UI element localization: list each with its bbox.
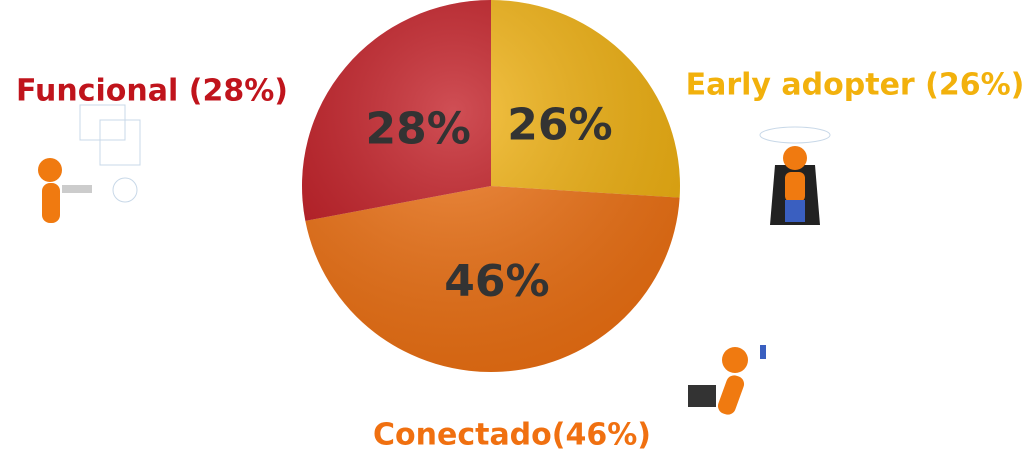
page: Funcional (28%) Early adopter (26%) Cone… bbox=[0, 0, 1032, 456]
data-label: 46% bbox=[444, 256, 549, 307]
category-label: Conectado(46%) bbox=[373, 418, 651, 453]
icon-conectado bbox=[688, 345, 766, 417]
category-label: Early adopter (26%) bbox=[686, 68, 1025, 103]
data-label: 28% bbox=[366, 104, 471, 155]
icon-early bbox=[760, 127, 830, 225]
chart: Funcional (28%) Early adopter (26%) Cone… bbox=[0, 0, 1032, 456]
data-label: 26% bbox=[507, 99, 612, 150]
icon-funcional bbox=[38, 105, 140, 223]
category-label: Funcional (28%) bbox=[16, 74, 288, 109]
pie bbox=[302, 0, 680, 372]
